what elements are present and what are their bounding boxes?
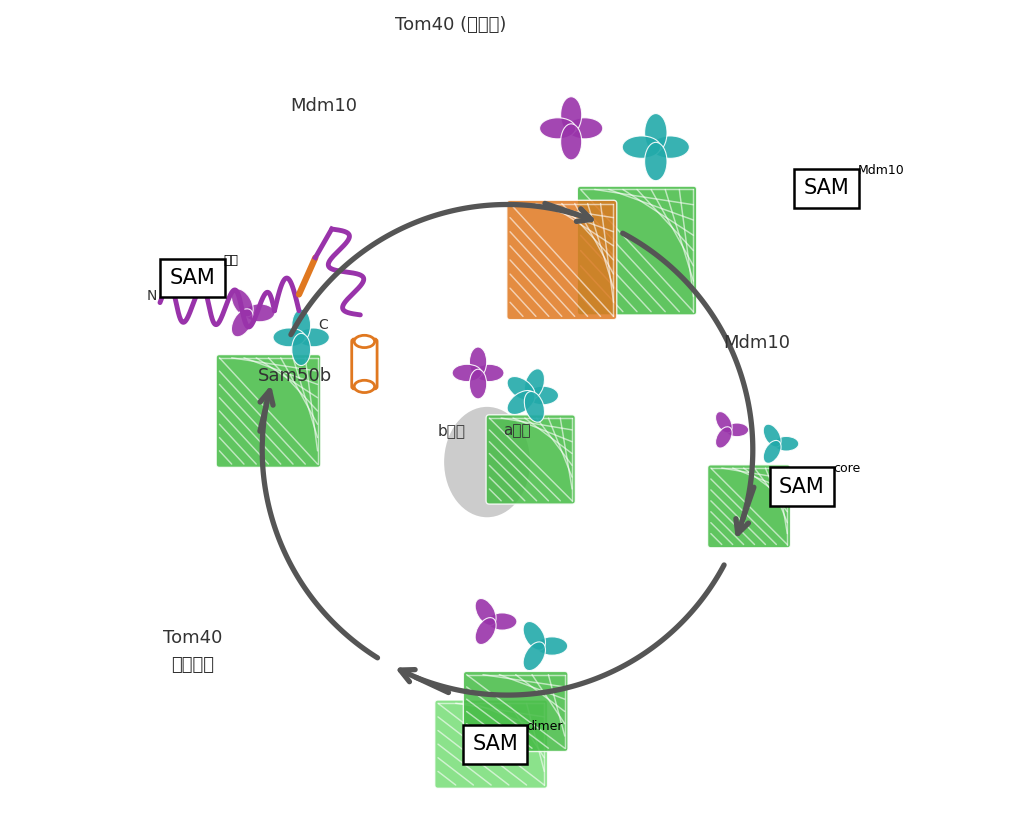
Ellipse shape: [273, 328, 306, 347]
Ellipse shape: [525, 392, 544, 422]
Ellipse shape: [645, 113, 667, 152]
Ellipse shape: [291, 334, 311, 366]
FancyBboxPatch shape: [506, 200, 617, 320]
Ellipse shape: [245, 304, 275, 322]
Ellipse shape: [354, 335, 375, 348]
Ellipse shape: [452, 364, 482, 382]
Text: C: C: [319, 318, 329, 332]
FancyBboxPatch shape: [707, 465, 791, 548]
Ellipse shape: [525, 368, 544, 400]
FancyBboxPatch shape: [216, 354, 321, 468]
Ellipse shape: [716, 427, 732, 448]
FancyBboxPatch shape: [434, 700, 547, 788]
Ellipse shape: [523, 621, 545, 650]
FancyBboxPatch shape: [463, 672, 568, 752]
Text: Mdm10: Mdm10: [858, 164, 904, 177]
Ellipse shape: [508, 377, 535, 401]
Ellipse shape: [297, 328, 329, 347]
Ellipse shape: [566, 118, 603, 139]
Text: b部位: b部位: [437, 424, 466, 439]
Ellipse shape: [445, 407, 530, 517]
Ellipse shape: [763, 440, 782, 463]
Ellipse shape: [469, 347, 487, 377]
FancyBboxPatch shape: [578, 186, 696, 315]
Ellipse shape: [523, 642, 545, 671]
Text: SAM: SAM: [804, 178, 850, 198]
Text: Tom40 (成熟型): Tom40 (成熟型): [395, 16, 505, 34]
Text: Sam50b: Sam50b: [258, 368, 332, 385]
Ellipse shape: [231, 289, 253, 317]
Text: Tom40: Tom40: [163, 629, 222, 647]
Text: N: N: [146, 289, 157, 303]
Ellipse shape: [726, 423, 749, 437]
Ellipse shape: [487, 613, 517, 630]
Ellipse shape: [763, 425, 782, 447]
Ellipse shape: [645, 142, 667, 181]
Text: dimer: dimer: [527, 719, 562, 733]
Ellipse shape: [622, 136, 661, 159]
Ellipse shape: [560, 97, 582, 133]
Ellipse shape: [475, 599, 496, 625]
Text: SAM: SAM: [779, 477, 825, 496]
Ellipse shape: [716, 411, 732, 433]
Ellipse shape: [651, 136, 689, 159]
Ellipse shape: [291, 309, 311, 341]
Text: （基質）: （基質）: [172, 656, 214, 674]
Ellipse shape: [536, 637, 567, 655]
Text: Mdm10: Mdm10: [290, 97, 357, 116]
Text: SAM: SAM: [472, 734, 518, 754]
FancyBboxPatch shape: [352, 339, 378, 389]
Text: 基質: 基質: [223, 254, 239, 267]
Ellipse shape: [474, 364, 504, 382]
Text: Mdm10: Mdm10: [724, 335, 791, 353]
Ellipse shape: [540, 118, 576, 139]
Ellipse shape: [475, 618, 496, 644]
Ellipse shape: [527, 387, 558, 405]
Ellipse shape: [354, 380, 375, 392]
Ellipse shape: [508, 391, 535, 415]
Text: core: core: [833, 462, 860, 475]
Text: a部位: a部位: [503, 424, 531, 439]
Text: SAM: SAM: [170, 268, 215, 288]
Ellipse shape: [231, 309, 253, 337]
Ellipse shape: [773, 436, 799, 451]
Ellipse shape: [560, 124, 582, 160]
Ellipse shape: [469, 369, 487, 399]
FancyBboxPatch shape: [486, 415, 576, 504]
